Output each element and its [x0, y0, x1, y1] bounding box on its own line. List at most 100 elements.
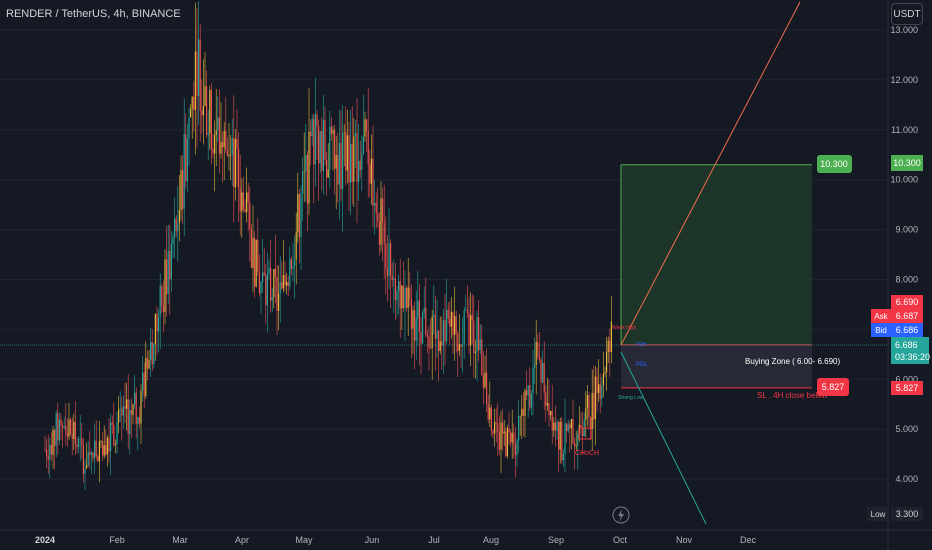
candle-body — [129, 410, 131, 435]
candle-body — [185, 134, 187, 182]
candle-body — [276, 276, 278, 311]
svg-text:6.687: 6.687 — [896, 311, 919, 321]
candle-body — [282, 275, 284, 289]
weak-high-label: Weak High — [612, 325, 637, 331]
candle-body — [470, 315, 472, 346]
candle-body — [220, 141, 222, 154]
candle-body — [542, 363, 544, 383]
candle-body — [130, 410, 132, 415]
candle-body — [466, 309, 468, 314]
candle-body — [487, 404, 489, 420]
time-axis[interactable]: 2024 Feb Mar Apr May Jun Jul Aug Sep Oct Nov Dec — [0, 529, 932, 545]
candle-body — [281, 282, 283, 289]
candle-body — [529, 385, 531, 408]
candle-body — [303, 171, 305, 172]
candle-body — [460, 344, 462, 347]
candle-body — [254, 237, 256, 287]
candle-body — [359, 160, 361, 171]
candle-body — [74, 421, 76, 445]
ask-axis-tag: Ask 6.687 — [871, 309, 923, 323]
candle-body — [503, 431, 505, 434]
candle-body — [316, 114, 318, 126]
candle-body — [430, 347, 432, 349]
candle-body — [399, 281, 401, 309]
candle-body — [55, 413, 57, 446]
candle-body — [271, 297, 273, 301]
candle-body — [126, 399, 128, 409]
candle-body — [180, 170, 182, 211]
candle-body — [481, 339, 483, 376]
candle-body — [431, 316, 433, 348]
candle-body — [215, 130, 217, 136]
candle-body — [471, 315, 473, 321]
candle-body — [599, 384, 601, 399]
buying-zone[interactable] — [621, 344, 812, 388]
candle-body — [121, 408, 123, 416]
candle-body — [468, 313, 470, 346]
candle-body — [423, 307, 425, 313]
candle-body — [268, 267, 270, 274]
candle-body — [609, 340, 611, 352]
candle-body — [146, 357, 148, 369]
candle-body — [505, 431, 507, 457]
time-tick-label: 2024 — [35, 535, 55, 545]
candle-body — [345, 132, 347, 171]
candle-body — [474, 351, 476, 353]
bearish-projection-line[interactable] — [620, 351, 707, 525]
candle-body — [223, 131, 225, 148]
candle-body — [222, 141, 224, 148]
candle-body — [207, 133, 209, 135]
time-tick-label: Jun — [365, 535, 380, 545]
candle-body — [553, 422, 555, 431]
chart-title: RENDER / TetherUS, 4h, BINANCE — [6, 8, 181, 20]
candle-body — [188, 117, 190, 138]
candle-body — [65, 426, 67, 434]
bullish-projection-line[interactable] — [620, 1, 801, 346]
candle-body — [228, 155, 230, 157]
candle-body — [535, 342, 537, 366]
candle-body — [393, 278, 395, 280]
candle-body — [354, 133, 356, 137]
time-tick-label: Dec — [740, 535, 757, 545]
candle-body — [591, 392, 593, 429]
candle-body — [231, 138, 233, 155]
lightning-icon[interactable] — [612, 506, 630, 524]
stop-tag[interactable]: 5.827 — [817, 378, 849, 396]
time-tick-label: May — [295, 535, 313, 545]
candle-body — [476, 317, 478, 352]
candle-body — [572, 419, 574, 444]
time-tick-label: Aug — [483, 535, 499, 545]
candle-body — [410, 298, 412, 329]
candle-body — [238, 148, 240, 189]
candle-body — [574, 443, 576, 447]
candle-body — [396, 291, 398, 301]
candle-body — [463, 310, 465, 344]
candle-body — [346, 135, 348, 171]
price-axis[interactable]: 13.00012.00011.00010.0009.0008.0007.0006… — [887, 0, 918, 550]
candle-body — [398, 281, 400, 292]
candle-body — [497, 423, 499, 433]
target-tag[interactable]: 10.300 — [817, 155, 852, 173]
candle-body — [522, 408, 524, 416]
candle-body — [386, 268, 388, 277]
candle-body — [98, 441, 100, 462]
candle-body — [63, 426, 65, 428]
candle-body — [82, 445, 84, 474]
target-zone[interactable] — [621, 164, 812, 345]
candle-body — [514, 444, 516, 456]
candle-body — [105, 445, 107, 455]
candle-body — [162, 305, 164, 312]
candle-body — [330, 126, 332, 134]
candle-body — [154, 314, 156, 344]
currency-button[interactable]: USDT — [891, 3, 923, 25]
candle-body — [543, 363, 545, 393]
candle-body — [190, 108, 192, 118]
candle-body — [298, 194, 300, 238]
candle-body — [191, 96, 193, 109]
candle-body — [502, 422, 504, 434]
candle-body — [450, 311, 452, 327]
candle-body — [338, 143, 340, 185]
candle-body — [441, 341, 443, 346]
candle-body — [508, 428, 510, 433]
